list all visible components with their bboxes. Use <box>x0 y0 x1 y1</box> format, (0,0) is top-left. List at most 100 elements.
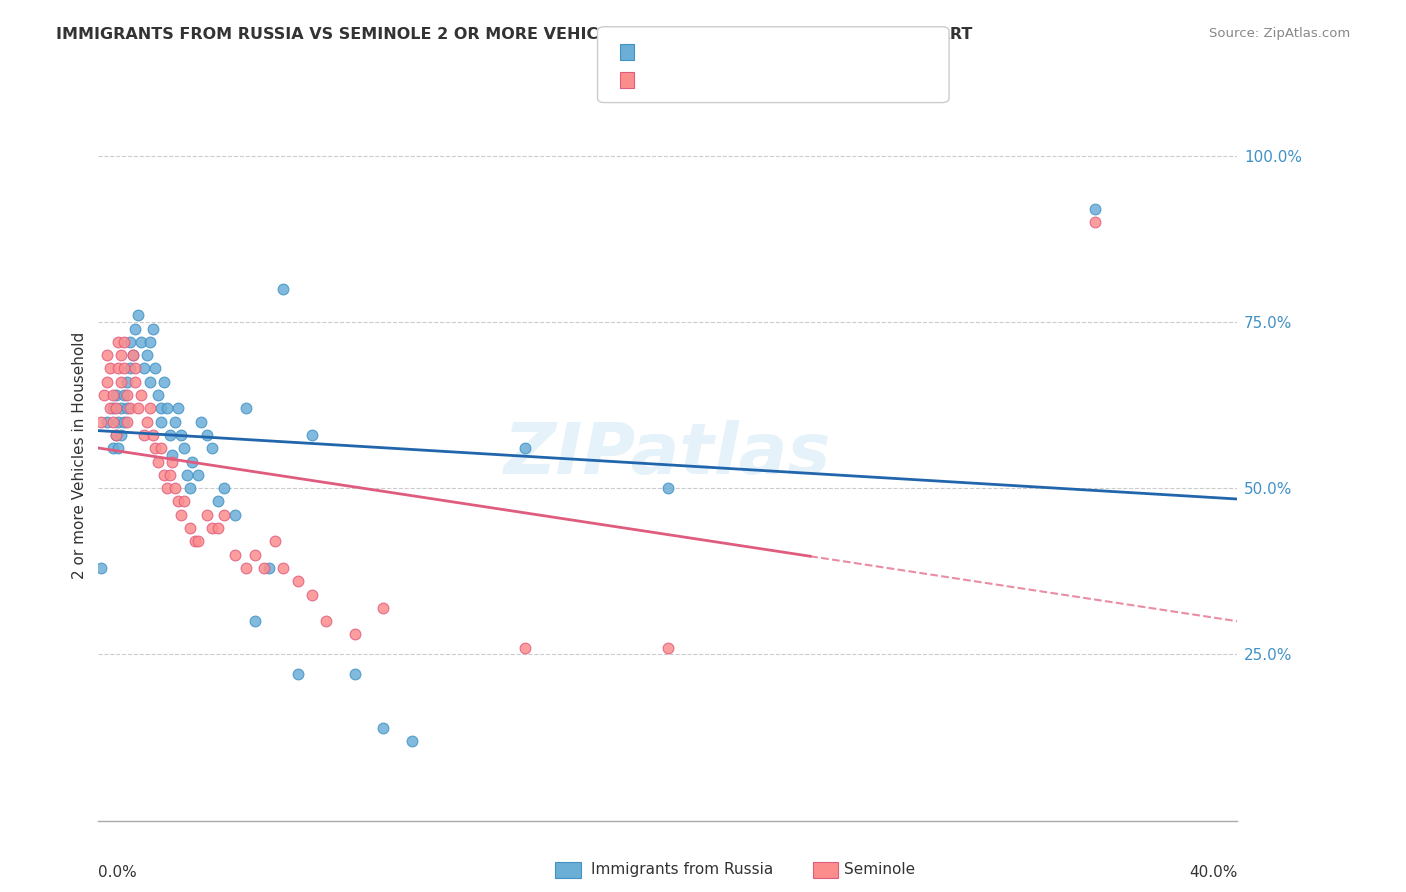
Point <box>184 534 207 549</box>
Point <box>515 442 537 456</box>
Point <box>207 494 229 508</box>
Point <box>165 415 187 429</box>
Point <box>121 348 143 362</box>
Point <box>173 442 195 456</box>
Point <box>107 442 129 456</box>
Point <box>243 614 266 628</box>
Point <box>132 361 155 376</box>
Point <box>373 600 395 615</box>
Point <box>235 401 257 416</box>
Point <box>235 561 257 575</box>
Point <box>112 415 135 429</box>
Point <box>212 481 235 495</box>
Point <box>153 467 176 482</box>
Point <box>110 428 132 442</box>
Point <box>170 428 193 442</box>
Point <box>110 375 132 389</box>
Point <box>101 401 124 416</box>
Point <box>176 467 198 482</box>
Point <box>90 561 112 575</box>
Point <box>343 627 366 641</box>
Point <box>118 361 141 376</box>
Point <box>118 401 141 416</box>
Point <box>264 534 287 549</box>
Point <box>162 448 184 462</box>
Point <box>195 428 218 442</box>
Point <box>224 548 246 562</box>
Point <box>107 415 129 429</box>
Point <box>657 640 679 655</box>
Point <box>181 454 204 468</box>
Point <box>1084 215 1107 229</box>
Point <box>170 508 193 522</box>
Text: N = 59: N = 59 <box>766 45 821 59</box>
Point <box>243 548 266 562</box>
Point <box>135 348 157 362</box>
Point <box>207 521 229 535</box>
Point <box>93 388 115 402</box>
Text: Seminole: Seminole <box>844 863 915 877</box>
Point <box>104 388 127 402</box>
Point <box>212 508 235 522</box>
Point <box>124 361 146 376</box>
Point <box>273 282 295 296</box>
Point <box>343 667 366 681</box>
Point <box>401 734 423 748</box>
Point <box>124 375 146 389</box>
Point <box>96 348 118 362</box>
Point <box>141 428 163 442</box>
Point <box>224 508 246 522</box>
Point <box>187 467 209 482</box>
Point <box>121 348 143 362</box>
Point <box>287 667 309 681</box>
Text: IMMIGRANTS FROM RUSSIA VS SEMINOLE 2 OR MORE VEHICLES IN HOUSEHOLD CORRELATION C: IMMIGRANTS FROM RUSSIA VS SEMINOLE 2 OR … <box>56 27 973 42</box>
Point <box>162 454 184 468</box>
Point <box>173 494 195 508</box>
Point <box>187 534 209 549</box>
Point <box>107 334 129 349</box>
Point <box>112 361 135 376</box>
Point <box>98 401 121 416</box>
Point <box>110 348 132 362</box>
Text: 0.218: 0.218 <box>689 45 734 59</box>
Point <box>515 640 537 655</box>
Point <box>252 561 274 575</box>
Point <box>315 614 337 628</box>
Point <box>273 561 295 575</box>
Text: R =: R = <box>638 73 675 87</box>
Point <box>115 388 138 402</box>
Point <box>156 481 179 495</box>
Point <box>132 428 155 442</box>
Point <box>148 454 170 468</box>
Point <box>129 388 152 402</box>
Point <box>101 388 124 402</box>
Point <box>145 442 167 456</box>
Point <box>104 428 127 442</box>
Point <box>104 428 127 442</box>
Point <box>145 361 167 376</box>
Point <box>90 415 112 429</box>
Point <box>127 308 149 322</box>
Text: 0.0%: 0.0% <box>98 864 138 880</box>
Point <box>167 494 190 508</box>
Point <box>179 481 201 495</box>
Point <box>141 321 163 335</box>
Point <box>135 415 157 429</box>
Text: 40.0%: 40.0% <box>1189 864 1237 880</box>
Text: -0.380: -0.380 <box>689 73 744 87</box>
Point <box>110 401 132 416</box>
Point <box>153 375 176 389</box>
Point <box>101 415 124 429</box>
Point <box>104 401 127 416</box>
Point <box>107 361 129 376</box>
Point <box>150 442 173 456</box>
Point <box>124 321 146 335</box>
Point <box>96 375 118 389</box>
Point <box>156 401 179 416</box>
Point <box>179 521 201 535</box>
Point <box>115 375 138 389</box>
Point <box>159 428 181 442</box>
Point <box>195 508 218 522</box>
Point <box>259 561 281 575</box>
Point <box>201 442 224 456</box>
